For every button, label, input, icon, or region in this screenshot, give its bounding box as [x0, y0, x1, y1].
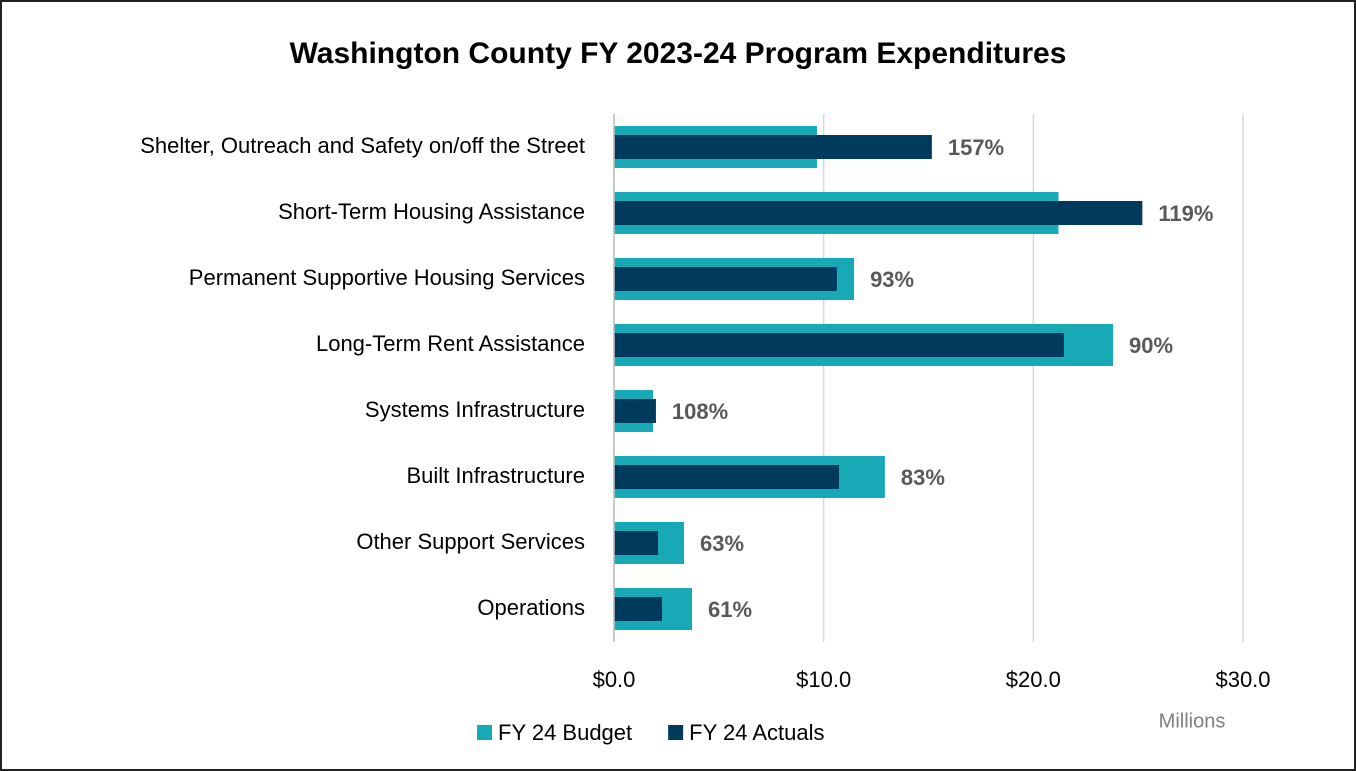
data-label: 90% [1129, 333, 1173, 358]
y-tick-label: Operations [477, 595, 585, 620]
y-tick-label: Other Support Services [356, 529, 585, 554]
data-label: 83% [901, 465, 945, 490]
x-tick-label: $0.0 [593, 667, 636, 692]
legend-label: FY 24 Budget [498, 720, 632, 745]
bar [614, 597, 663, 621]
legend-swatch [477, 725, 492, 740]
bar [614, 531, 659, 555]
bar [614, 135, 932, 159]
bar [614, 201, 1143, 225]
data-label: 157% [948, 135, 1004, 160]
y-tick-label: Permanent Supportive Housing Services [189, 265, 585, 290]
y-tick-label: Systems Infrastructure [365, 397, 585, 422]
legend-label: FY 24 Actuals [689, 720, 824, 745]
bar [614, 399, 656, 423]
x-tick-label: $20.0 [1006, 667, 1061, 692]
y-tick-label: Short-Term Housing Assistance [278, 199, 585, 224]
data-label: 93% [870, 267, 914, 292]
y-tick-label: Long-Term Rent Assistance [316, 331, 585, 356]
x-tick-label: $10.0 [796, 667, 851, 692]
data-label: 63% [700, 531, 744, 556]
bar [614, 465, 839, 489]
data-label: 119% [1158, 201, 1213, 226]
bar [614, 333, 1064, 357]
data-label: 108% [672, 399, 728, 424]
y-tick-label: Shelter, Outreach and Safety on/off the … [140, 133, 585, 158]
x-tick-label: $30.0 [1215, 667, 1270, 692]
legend-swatch [668, 725, 684, 740]
y-tick-label: Built Infrastructure [406, 463, 585, 488]
data-label: 61% [708, 597, 752, 622]
chart-title: Washington County FY 2023-24 Program Exp… [290, 37, 1067, 70]
bar [614, 267, 837, 291]
axis-unit-label: Millions [1159, 710, 1226, 732]
